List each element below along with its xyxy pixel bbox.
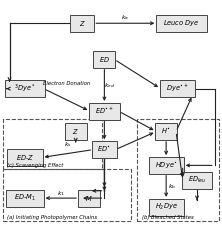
FancyBboxPatch shape bbox=[6, 190, 44, 207]
Bar bbox=[137, 119, 219, 221]
Text: $ED_{leu}$: $ED_{leu}$ bbox=[188, 175, 206, 185]
Text: (b) Bleached States: (b) Bleached States bbox=[142, 215, 194, 220]
Bar bbox=[3, 169, 131, 221]
Text: $ED^{\bullet}$: $ED^{\bullet}$ bbox=[97, 145, 111, 154]
FancyBboxPatch shape bbox=[92, 141, 117, 158]
FancyBboxPatch shape bbox=[182, 172, 212, 188]
Text: $M$: $M$ bbox=[85, 194, 93, 203]
Text: $HDye^{\bullet}$: $HDye^{\bullet}$ bbox=[155, 160, 177, 171]
Text: $Leuco\ Dye$: $Leuco\ Dye$ bbox=[163, 18, 200, 28]
FancyBboxPatch shape bbox=[65, 123, 87, 140]
Text: (c) Scavenging Effect: (c) Scavenging Effect bbox=[7, 163, 63, 168]
Text: $k_1$: $k_1$ bbox=[57, 189, 65, 197]
FancyBboxPatch shape bbox=[156, 15, 207, 32]
Text: $ED$: $ED$ bbox=[99, 55, 110, 64]
Text: (a) Initiating Photopolymer Chains: (a) Initiating Photopolymer Chains bbox=[7, 215, 97, 220]
FancyBboxPatch shape bbox=[155, 123, 177, 140]
FancyBboxPatch shape bbox=[160, 80, 195, 97]
FancyBboxPatch shape bbox=[149, 199, 184, 216]
Text: $H_2Dye$: $H_2Dye$ bbox=[155, 202, 178, 212]
Text: $H^{\bullet}$: $H^{\bullet}$ bbox=[161, 127, 171, 136]
Text: $^3Dye^*$: $^3Dye^*$ bbox=[14, 83, 36, 95]
FancyBboxPatch shape bbox=[7, 149, 43, 166]
Text: $Z$: $Z$ bbox=[72, 127, 79, 136]
FancyBboxPatch shape bbox=[78, 190, 100, 207]
Text: $Z$: $Z$ bbox=[79, 19, 86, 28]
FancyBboxPatch shape bbox=[149, 157, 184, 174]
Text: $k_b$: $k_b$ bbox=[168, 182, 176, 191]
FancyBboxPatch shape bbox=[89, 103, 120, 120]
Text: $ED\text{-}M_1$: $ED\text{-}M_1$ bbox=[14, 193, 36, 203]
Text: Electron Donation: Electron Donation bbox=[43, 81, 91, 86]
Bar bbox=[3, 119, 102, 169]
Text: $k_s$: $k_s$ bbox=[63, 140, 71, 149]
Text: $k_a$: $k_a$ bbox=[121, 13, 129, 22]
Text: $ED^{\bullet+}$: $ED^{\bullet+}$ bbox=[95, 106, 114, 116]
Text: $k_{ed}$: $k_{ed}$ bbox=[104, 81, 115, 90]
FancyBboxPatch shape bbox=[70, 15, 94, 32]
FancyBboxPatch shape bbox=[93, 51, 115, 68]
FancyBboxPatch shape bbox=[5, 80, 45, 97]
Text: $ED\text{-}Z$: $ED\text{-}Z$ bbox=[16, 153, 34, 162]
Text: $Dye^{\bullet+}$: $Dye^{\bullet+}$ bbox=[166, 83, 188, 94]
